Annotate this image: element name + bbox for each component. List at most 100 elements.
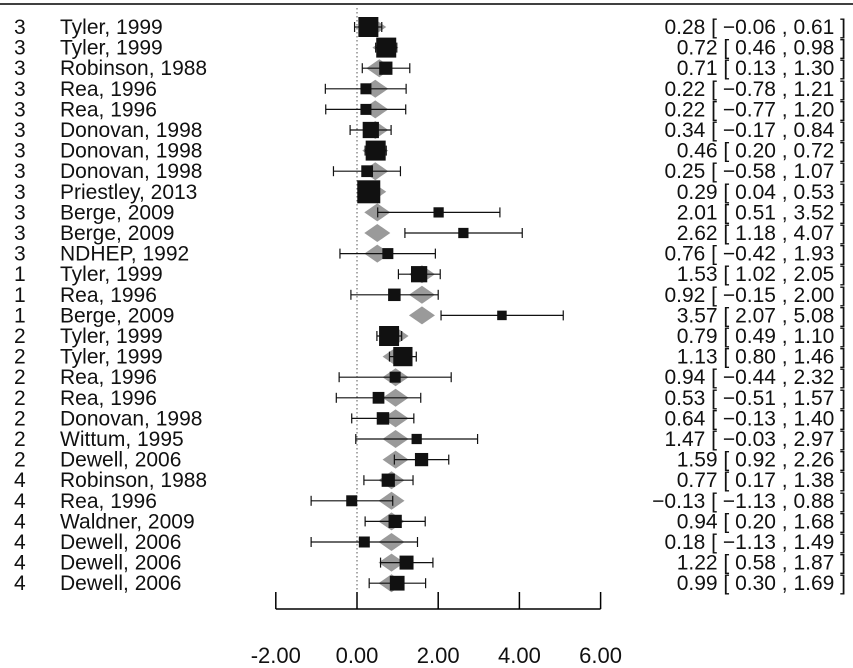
study-label: Robinson, 1988 <box>60 57 207 80</box>
estimate-label: 0.77 [ 0.17 , 1.38 ] <box>677 469 846 492</box>
group-label: 2 <box>14 366 26 389</box>
estimate-label: 0.34 [ −0.17 , 0.84 ] <box>664 119 846 142</box>
study-label: Tyler, 1999 <box>60 37 163 60</box>
estimate-label: 0.53 [ −0.51 , 1.57 ] <box>664 387 846 410</box>
study-label: NDHEP, 1992 <box>60 243 189 266</box>
study-label: Rea, 1996 <box>60 284 157 307</box>
point-estimate <box>376 37 397 58</box>
study-row: 2 Dewell, 2006 1.59 [ 0.92 , 2.26 ] <box>14 449 846 472</box>
study-row: 2 Tyler, 1999 0.79 [ 0.49 , 1.10 ] <box>14 325 846 348</box>
group-label: 4 <box>14 510 26 533</box>
group-label: 3 <box>14 16 26 39</box>
study-row: 3 Rea, 1996 0.22 [ −0.77 , 1.20 ] <box>14 98 846 121</box>
point-estimate <box>358 17 379 37</box>
point-estimate <box>357 180 381 204</box>
estimate-label: 0.76 [ −0.42 , 1.93 ] <box>664 243 846 266</box>
group-label: 3 <box>14 243 26 266</box>
study-row: 2 Rea, 1996 0.94 [ −0.44 , 2.32 ] <box>14 366 846 389</box>
point-estimate <box>388 514 402 529</box>
point-estimate <box>360 103 372 115</box>
study-row: 3 Donovan, 1998 0.34 [ −0.17 , 0.84 ] <box>14 119 846 142</box>
study-row: 2 Rea, 1996 0.53 [ −0.51 , 1.57 ] <box>14 387 846 410</box>
study-row: 3 Berge, 2009 2.01 [ 0.51 , 3.52 ] <box>14 201 846 224</box>
study-label: Rea, 1996 <box>60 366 157 389</box>
group-label: 3 <box>14 222 26 245</box>
group-label: 1 <box>14 304 26 327</box>
study-row: 1 Berge, 2009 3.57 [ 2.07 , 5.08 ] <box>14 304 846 327</box>
estimate-label: 0.79 [ 0.49 , 1.10 ] <box>677 325 846 348</box>
estimate-label: 0.92 [ −0.15 , 2.00 ] <box>664 284 846 307</box>
study-row: 3 NDHEP, 1992 0.76 [ −0.42 , 1.93 ] <box>14 243 846 266</box>
study-label: Tyler, 1999 <box>60 16 163 39</box>
study-row: 4 Dewell, 2006 0.99 [ 0.30 , 1.69 ] <box>14 572 846 595</box>
point-estimate <box>372 391 385 404</box>
estimate-label: 0.94 [ −0.44 , 2.32 ] <box>664 366 846 389</box>
study-row: 4 Dewell, 2006 0.18 [ −1.13 , 1.49 ] <box>14 531 846 554</box>
point-estimate <box>433 207 444 218</box>
study-row: 4 Rea, 1996 −0.13 [ −1.13 , 0.88 ] <box>14 490 846 513</box>
estimate-label: 0.18 [ −1.13 , 1.49 ] <box>664 531 846 554</box>
study-label: Berge, 2009 <box>60 304 174 327</box>
study-label: Tyler, 1999 <box>60 346 163 369</box>
study-label: Tyler, 1999 <box>60 325 163 348</box>
study-row: 1 Tyler, 1999 1.53 [ 1.02 , 2.05 ] <box>14 263 846 286</box>
group-label: 3 <box>14 98 26 121</box>
point-estimate <box>376 412 390 425</box>
study-label: Rea, 1996 <box>60 78 157 101</box>
point-estimate <box>358 536 370 548</box>
group-label: 1 <box>14 263 26 286</box>
study-row: 3 Rea, 1996 0.22 [ −0.78 , 1.21 ] <box>14 78 846 101</box>
point-estimate <box>388 288 401 302</box>
group-label: 3 <box>14 201 26 224</box>
estimate-label: −0.13 [ −1.13 , 0.88 ] <box>652 490 846 513</box>
estimate-label: 1.59 [ 0.92 , 2.26 ] <box>677 449 846 472</box>
estimate-label: 0.94 [ 0.20 , 1.68 ] <box>677 510 846 533</box>
point-estimate <box>382 248 394 260</box>
group-label: 4 <box>14 572 26 595</box>
group-label: 2 <box>14 428 26 451</box>
group-label: 2 <box>14 325 26 348</box>
group-label: 4 <box>14 469 26 492</box>
point-estimate <box>399 555 414 570</box>
estimate-label: 0.29 [ 0.04 , 0.53 ] <box>677 181 846 204</box>
estimate-label: 1.13 [ 0.80 , 1.46 ] <box>677 346 846 369</box>
point-estimate <box>393 346 413 367</box>
study-label: Donovan, 1998 <box>60 407 202 430</box>
study-label: Tyler, 1999 <box>60 263 163 286</box>
x-tick-label: -2.00 <box>251 643 301 668</box>
x-tick-label: 0.00 <box>336 643 379 668</box>
group-label: 3 <box>14 37 26 60</box>
group-label: 2 <box>14 346 26 369</box>
point-estimate <box>361 165 374 178</box>
study-label: Rea, 1996 <box>60 387 157 410</box>
study-label: Robinson, 1988 <box>60 469 207 492</box>
group-label: 3 <box>14 181 26 204</box>
estimate-label: 0.99 [ 0.30 , 1.69 ] <box>677 572 846 595</box>
group-label: 3 <box>14 57 26 80</box>
study-row: 4 Robinson, 1988 0.77 [ 0.17 , 1.38 ] <box>14 469 846 492</box>
point-estimate <box>362 121 379 139</box>
point-estimate <box>389 371 401 383</box>
point-estimate <box>410 266 428 283</box>
study-label: Rea, 1996 <box>60 490 157 513</box>
point-estimate <box>365 140 386 161</box>
group-label: 4 <box>14 531 26 554</box>
group-label: 3 <box>14 78 26 101</box>
study-row: 2 Donovan, 1998 0.64 [ −0.13 , 1.40 ] <box>14 407 846 430</box>
x-tick-label: 4.00 <box>498 643 541 668</box>
point-estimate <box>414 452 429 467</box>
x-axis: -2.00 0.00 2.00 4.00 6.00 <box>251 592 622 668</box>
study-label: Dewell, 2006 <box>60 531 181 554</box>
group-label: 4 <box>14 490 26 513</box>
summary-diamond <box>408 306 435 325</box>
study-label: Donovan, 1998 <box>60 140 202 163</box>
point-estimate <box>381 473 395 487</box>
summary-diamond <box>364 224 391 242</box>
study-label: Dewell, 2006 <box>60 552 181 575</box>
study-label: Donovan, 1998 <box>60 119 202 142</box>
study-label: Dewell, 2006 <box>60 449 181 472</box>
point-estimate <box>497 310 507 321</box>
point-estimate <box>379 326 400 346</box>
x-tick-label: 6.00 <box>579 643 622 668</box>
